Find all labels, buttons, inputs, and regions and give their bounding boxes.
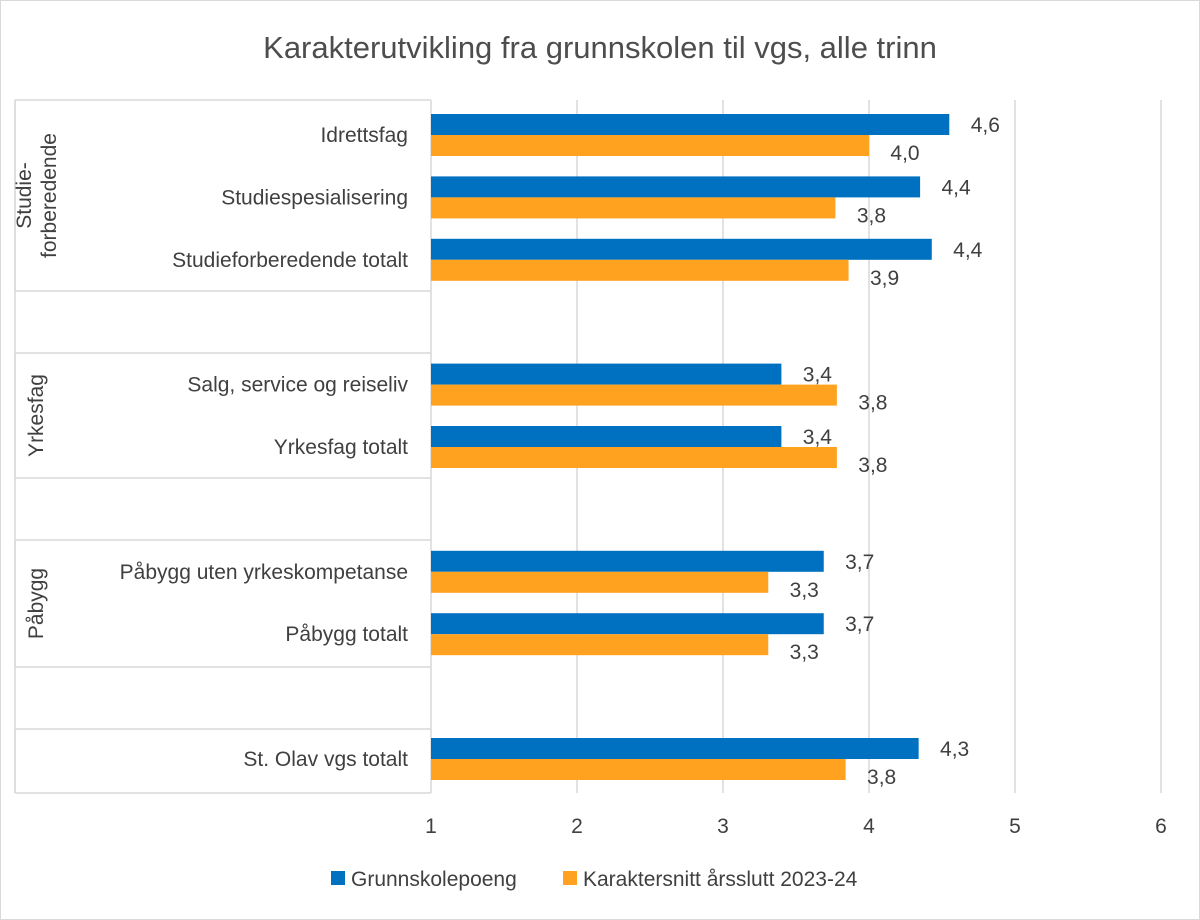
data-label: 4,3	[940, 738, 969, 761]
bar-grunnskolepoeng	[431, 738, 919, 759]
bar-grunnskolepoeng	[431, 426, 782, 447]
legend-swatch	[331, 871, 345, 885]
data-label: 3,8	[858, 392, 887, 415]
bar-karaktersnitt	[431, 197, 836, 219]
group-label: Påbygg	[25, 568, 48, 639]
bar-karaktersnitt	[431, 759, 846, 780]
category-axis: Studie-forberedende Yrkesfag Påbygg Idretts…	[13, 99, 432, 794]
x-axis-tick-labels: 1 2 3 4 5 6	[425, 815, 1167, 838]
data-label: 3,9	[870, 267, 899, 290]
category-label: Salg, service og reiseliv	[187, 374, 408, 397]
x-tick-label: 5	[1009, 815, 1021, 838]
x-tick-label: 1	[425, 815, 437, 838]
data-label: 3,8	[858, 454, 887, 477]
data-label: 4,4	[953, 239, 983, 262]
x-tick-label: 3	[717, 815, 729, 838]
category-label: Yrkesfag totalt	[274, 436, 408, 459]
bar-grunnskolepoeng	[431, 363, 782, 385]
data-label: 3,8	[857, 204, 886, 227]
data-labels: 4,6 4,0 4,4 3,8 4,4 3,9 3,4 3,8 3,4 3,8 3,7 3,3 3,7 3…	[790, 114, 1000, 789]
category-label: Påbygg uten yrkeskompetanse	[120, 561, 408, 584]
data-label: 3,3	[790, 641, 819, 664]
group-label: Yrkesfag	[25, 374, 48, 457]
bar-karaktersnitt	[431, 634, 769, 656]
bar-karaktersnitt	[431, 135, 869, 156]
group-label-line: forberedende	[38, 133, 61, 258]
x-tick-label: 2	[571, 815, 583, 838]
data-label: 3,4	[803, 426, 833, 449]
bar-karaktersnitt	[431, 384, 837, 406]
group-label: Studie-forberedende	[13, 133, 61, 258]
bar-grunnskolepoeng	[431, 176, 921, 198]
data-label: 3,4	[803, 364, 833, 387]
category-label: Studieforberedende totalt	[172, 249, 408, 272]
bar-grunnskolepoeng	[431, 613, 824, 635]
bar-karaktersnitt	[431, 447, 837, 468]
legend-label: Karaktersnitt årsslutt 2023-24	[583, 868, 858, 891]
data-label: 3,8	[867, 766, 896, 789]
bar-grunnskolepoeng	[431, 550, 824, 572]
group-label-line: Yrkesfag	[25, 374, 48, 457]
category-label: Påbygg totalt	[285, 623, 408, 646]
group-label-line: Påbygg	[25, 568, 48, 639]
data-label: 3,7	[845, 613, 874, 636]
bar-grunnskolepoeng	[431, 114, 950, 135]
legend-label: Grunnskolepoeng	[351, 868, 517, 891]
data-label: 3,7	[845, 551, 874, 574]
bar-grunnskolepoeng	[431, 238, 932, 260]
group-label-line: Studie-	[13, 162, 36, 229]
chart-title: Karakterutvikling fra grunnskolen til vg…	[263, 30, 937, 65]
x-tick-label: 6	[1155, 815, 1167, 838]
data-label: 3,3	[790, 579, 819, 602]
category-label: Idrettsfag	[320, 124, 408, 147]
bar-karaktersnitt	[431, 571, 769, 593]
x-tick-label: 4	[863, 815, 875, 838]
data-label: 4,0	[890, 142, 919, 165]
legend: Grunnskolepoeng Karaktersnitt årsslutt 20…	[331, 868, 858, 891]
bars	[431, 114, 950, 780]
category-label: St. Olav vgs totalt	[243, 748, 408, 771]
category-label: Studiespesialisering	[221, 186, 408, 209]
legend-swatch	[563, 871, 577, 885]
bar-karaktersnitt	[431, 259, 849, 281]
data-label: 4,4	[941, 176, 971, 199]
data-label: 4,6	[971, 114, 1000, 137]
